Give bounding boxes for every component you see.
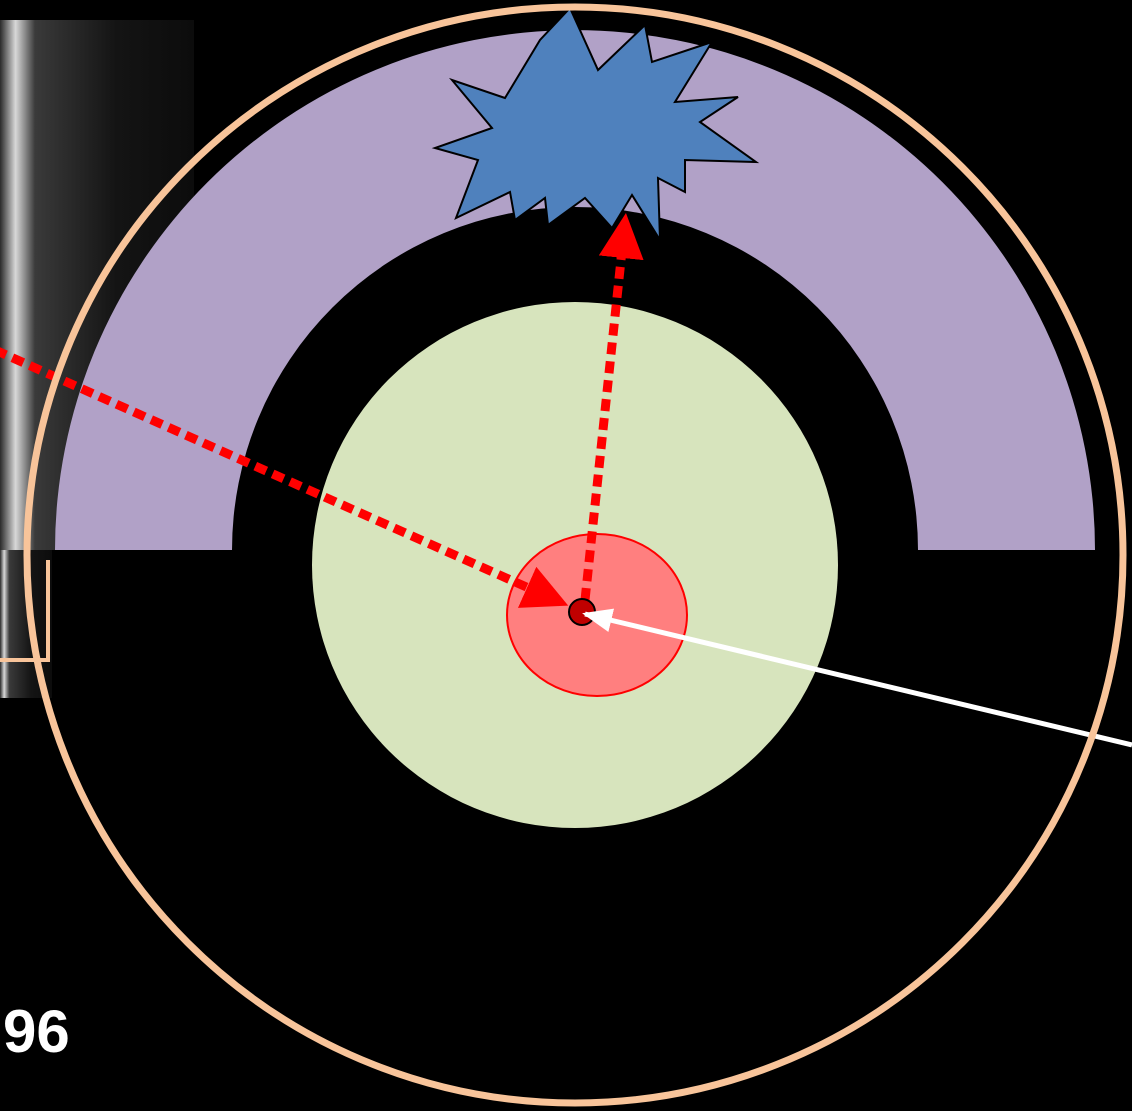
photo-panel-frame-edge [0,560,50,662]
dotted-arrow-left [0,347,569,608]
arch-band [55,30,1095,551]
dotted-arrow-up [580,213,644,601]
outer-ring [23,3,1127,1107]
pointer-arrow [582,608,1132,748]
starburst-icon [431,6,760,244]
dot-icon [568,598,596,626]
partial-number-label: 96 [3,998,70,1065]
